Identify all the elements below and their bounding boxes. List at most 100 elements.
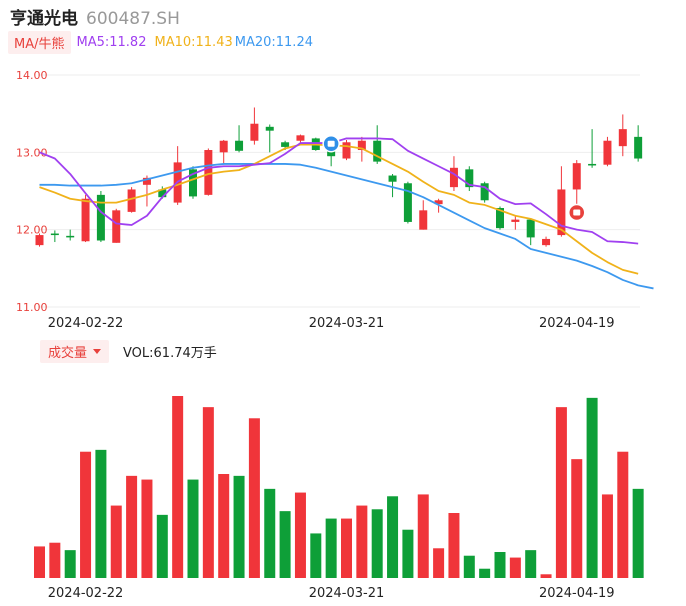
volume-bar [233, 475, 245, 578]
candle-body [281, 142, 290, 147]
volume-bar [494, 552, 506, 578]
volume-bar [571, 459, 583, 578]
volume-bar [525, 550, 537, 578]
volume-bar [110, 505, 122, 578]
candle-body [219, 140, 228, 153]
volume-bar [325, 518, 337, 578]
stock-code: 600487.SH [86, 9, 180, 29]
volume-bar [356, 505, 368, 578]
volume-bar [632, 488, 644, 578]
volume-bar [341, 518, 352, 578]
ma20-legend: MA20:11.24 [234, 34, 313, 50]
x-tick-label: 2024-03-21 [309, 316, 385, 331]
candle-body [265, 126, 274, 131]
candle-body [158, 189, 167, 198]
volume-bar [49, 542, 61, 578]
candle-body [35, 235, 44, 246]
volume-bar [80, 451, 92, 578]
candle-body [465, 169, 474, 188]
volume-tag-label: 成交量 [48, 345, 88, 361]
volume-chart: 2024-02-22 2024-03-21 2024-04-19 [34, 396, 644, 601]
price-tick-label: 12.00 [16, 224, 48, 237]
ma10-legend: MA10:11.43 [154, 34, 233, 50]
volume-bar [555, 407, 567, 578]
candle-body [66, 235, 75, 238]
candle-body [572, 163, 581, 190]
volume-bar [141, 479, 153, 578]
candle-body [112, 210, 121, 243]
volume-legend: 成交量 VOL:61.74万手 [40, 339, 217, 363]
volume-bar [95, 449, 107, 578]
volume-bar [264, 488, 276, 578]
candle-body [250, 123, 259, 141]
volume-bar [310, 533, 322, 578]
caret-down-icon [93, 348, 102, 354]
candle-body [449, 167, 458, 188]
ma5-legend: MA5:11.82 [76, 34, 147, 50]
volume-indicator-selector[interactable]: 成交量 [40, 339, 110, 363]
x-tick-label: 2024-04-19 [539, 586, 615, 601]
candle-body [480, 183, 489, 201]
price-tick-label: 14.00 [16, 69, 48, 82]
candle-body [618, 129, 627, 147]
volume-bar [402, 529, 414, 578]
bear-icon-glyph [573, 209, 581, 216]
volume-bar [417, 494, 429, 578]
x-tick-label: 2024-03-21 [309, 586, 385, 601]
stock-header: 亨通光电 600487.SH [10, 4, 180, 29]
candle-body [142, 177, 151, 185]
volume-bar [540, 574, 552, 578]
volume-bar [433, 548, 445, 578]
candle-body [235, 140, 244, 151]
volume-bar [279, 511, 291, 578]
candle-body [388, 175, 397, 182]
volume-bar [479, 568, 491, 578]
volume-bar [218, 474, 230, 578]
x-tick-label: 2024-02-22 [48, 316, 124, 331]
candle-body [189, 169, 197, 197]
candle-body [296, 135, 305, 141]
candle-body [496, 208, 504, 229]
candle-body [526, 219, 535, 238]
candle-body [81, 198, 90, 242]
candle-body [373, 140, 382, 162]
volume-bar [187, 479, 199, 578]
candle-body [357, 140, 366, 151]
volume-bar [64, 550, 76, 578]
volume-bar [387, 496, 399, 578]
stock-name: 亨通光电 [10, 9, 78, 29]
volume-bar [509, 557, 521, 578]
price-tick-label: 13.00 [16, 146, 48, 159]
candle-body [50, 233, 59, 236]
volume-bar [202, 407, 214, 578]
ma20-line [39, 163, 654, 290]
x-tick-label: 2024-04-19 [539, 316, 615, 331]
volume-bar [463, 555, 475, 578]
volume-bar [126, 475, 138, 578]
candle-body [342, 142, 351, 159]
volume-bar [172, 396, 184, 578]
candle-body [419, 210, 428, 230]
candle-body [588, 163, 597, 166]
candle-body [96, 194, 105, 241]
ma-indicator-selector[interactable]: MA/牛熊 [8, 30, 71, 54]
x-tick-label: 2024-02-22 [48, 586, 124, 601]
bull-icon-glyph [327, 140, 335, 147]
candle-body [542, 238, 551, 246]
volume-bar [371, 509, 383, 578]
candle-body [204, 150, 213, 195]
candle-body [127, 189, 136, 212]
volume-bar [34, 546, 45, 578]
candle-body [403, 183, 412, 222]
candle-body [511, 219, 520, 222]
candle-body [434, 200, 443, 205]
ma-legend: MA/牛熊 MA5:11.82 MA10:11.43 MA20:11.24 [8, 30, 313, 54]
volume-value: VOL:61.74万手 [123, 345, 217, 361]
price-tick-label: 11.00 [16, 301, 48, 314]
volume-bar [601, 494, 613, 578]
volume-bar [156, 514, 168, 578]
volume-bar [248, 418, 260, 578]
volume-bar [294, 492, 306, 578]
candle-body [634, 136, 643, 159]
